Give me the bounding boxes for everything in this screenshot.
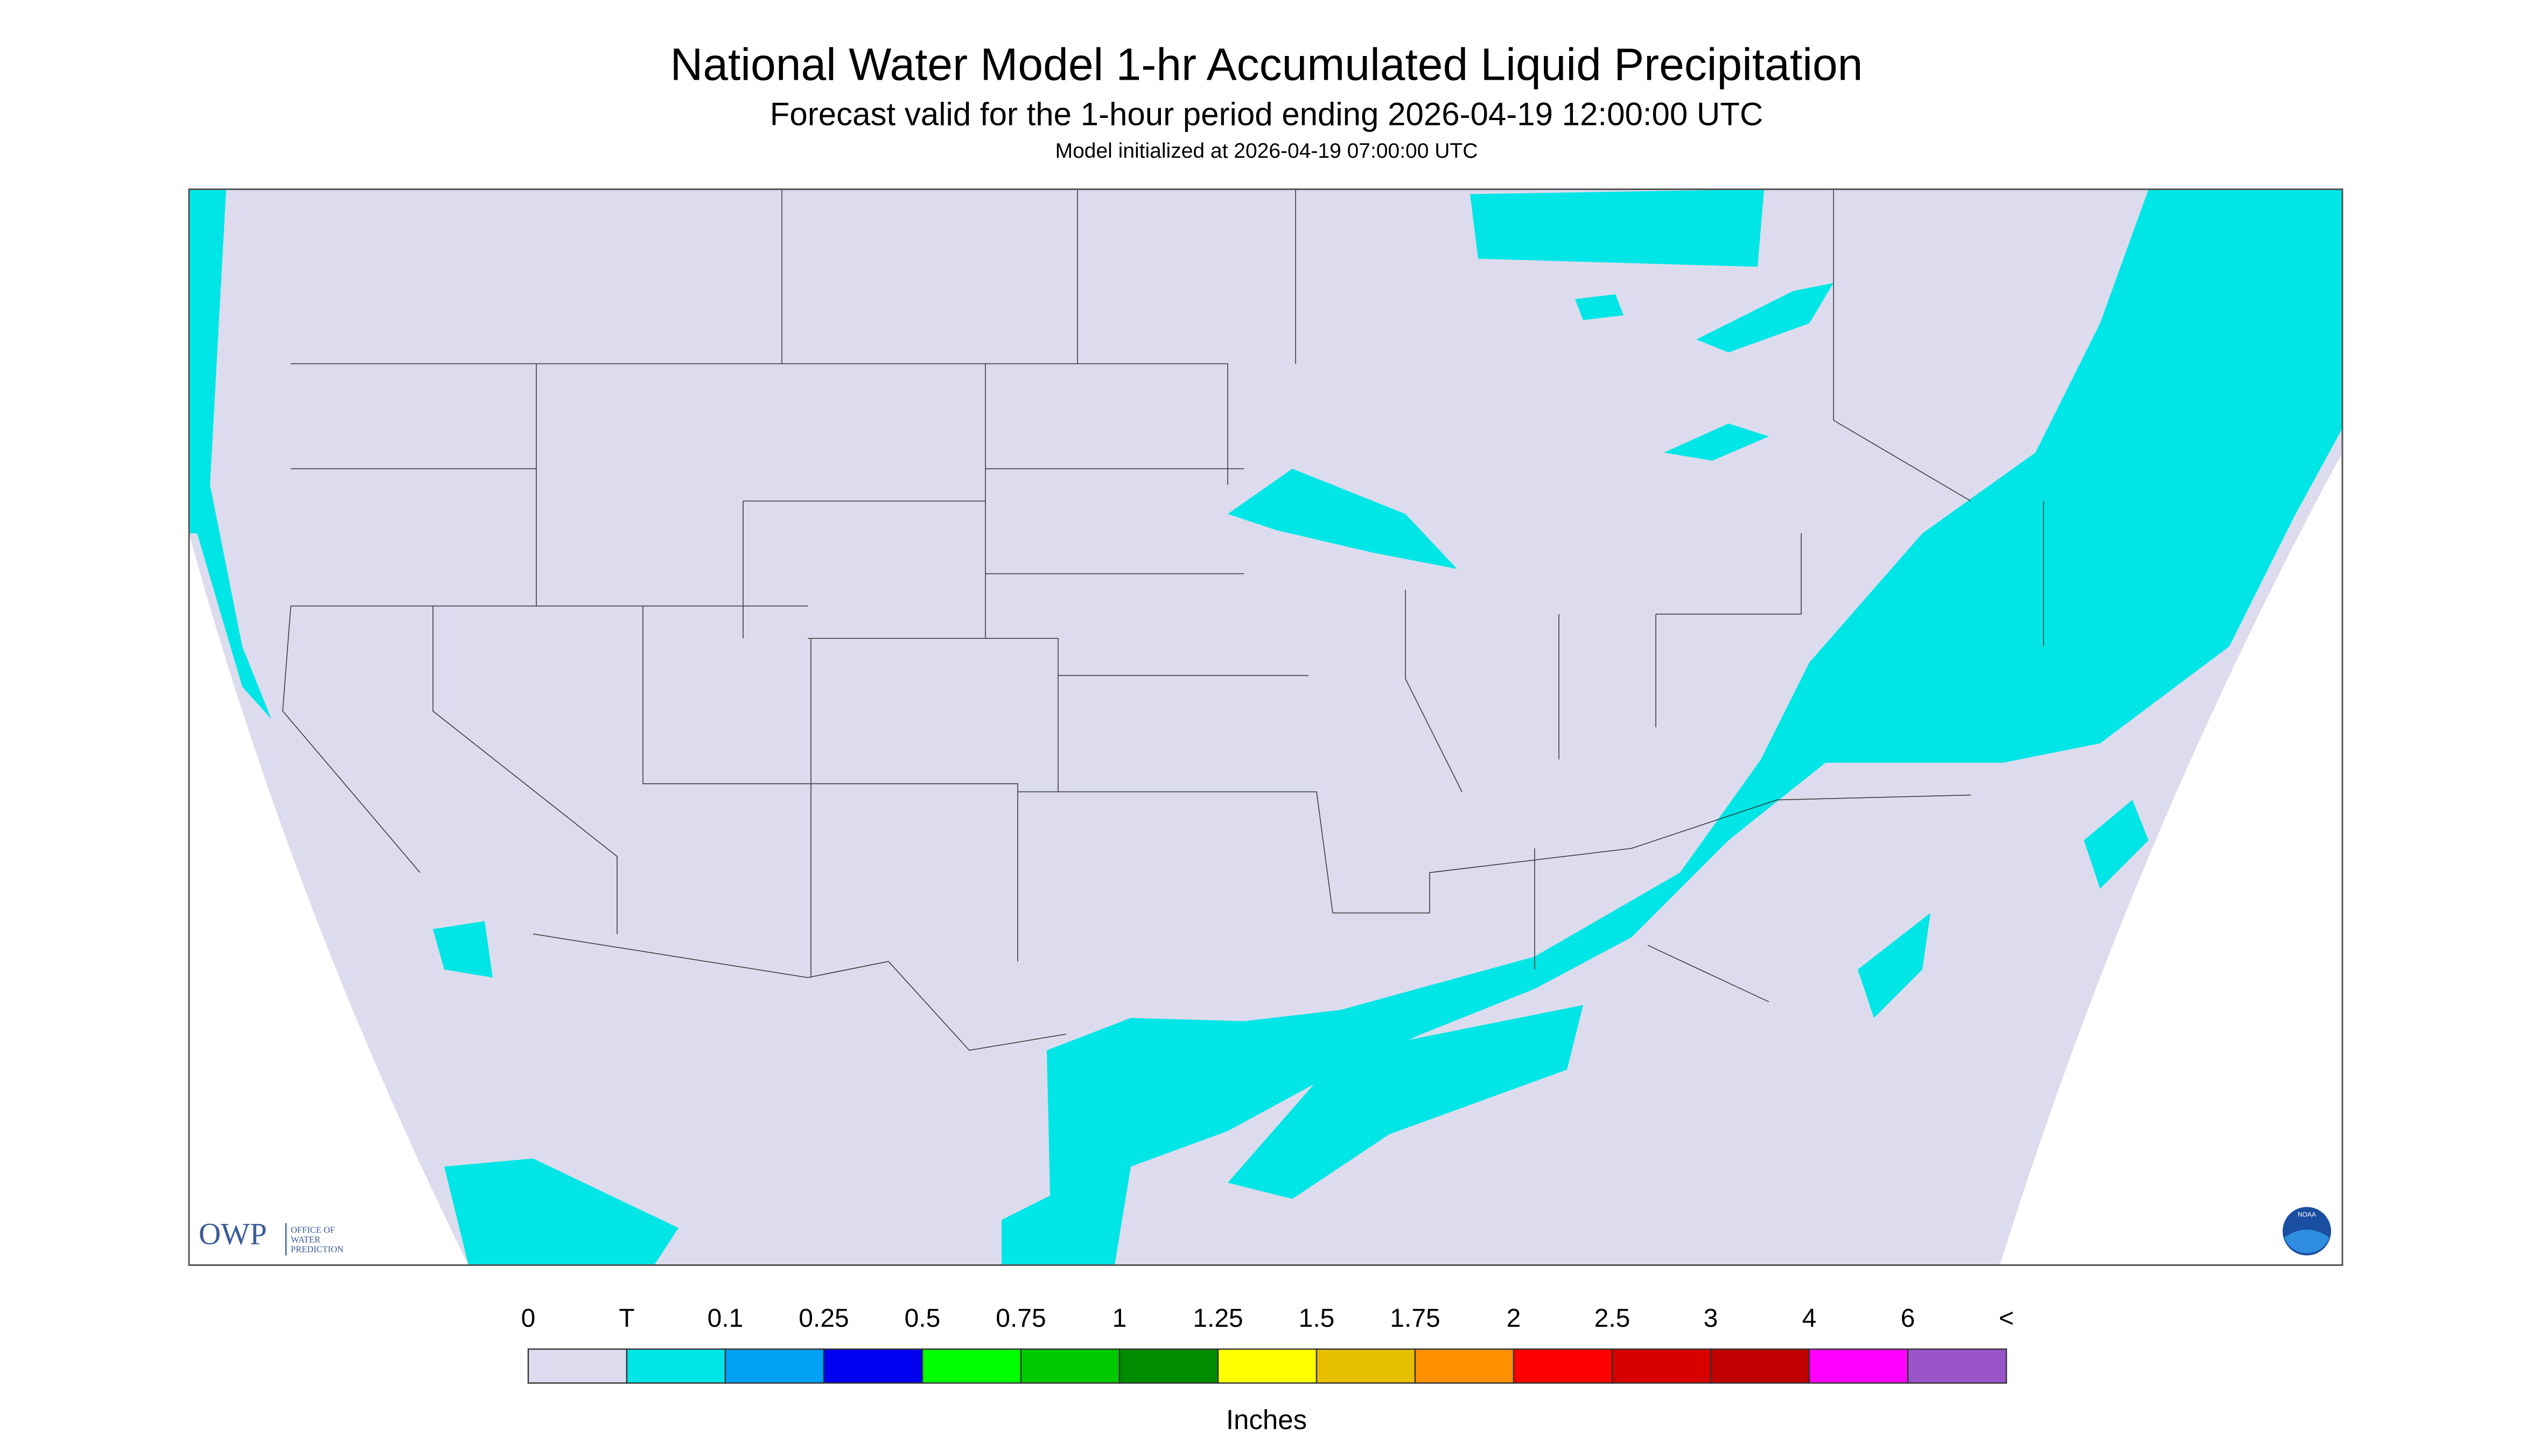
projection-mask-right bbox=[2000, 452, 2342, 1265]
legend-swatch bbox=[1316, 1348, 1416, 1384]
legend-label: 1.75 bbox=[1390, 1304, 1440, 1333]
logo-line: PREDICTION bbox=[291, 1244, 344, 1255]
legend-label: 4 bbox=[1802, 1304, 1817, 1333]
legend: 0 T 0.1 0.25 0.5 0.75 1 1.25 1.5 1.75 2 2.5 3 4 6 < bbox=[521, 1304, 2014, 1384]
logo-line: WATER bbox=[291, 1235, 320, 1245]
map-frame bbox=[188, 188, 2343, 1266]
legend-label: 0.75 bbox=[996, 1304, 1046, 1333]
legend-label: 0.1 bbox=[708, 1304, 744, 1333]
legend-label: 1.25 bbox=[1193, 1304, 1243, 1333]
legend-label: < bbox=[1999, 1304, 2014, 1333]
projection-mask-left bbox=[189, 533, 468, 1265]
legend-swatch bbox=[527, 1348, 628, 1384]
precip-areas bbox=[189, 189, 2342, 1265]
legend-swatch bbox=[1020, 1348, 1121, 1384]
legend-swatch bbox=[1217, 1348, 1318, 1384]
legend-swatch bbox=[823, 1348, 923, 1384]
legend-label: T bbox=[619, 1304, 634, 1333]
legend-swatch bbox=[1513, 1348, 1613, 1384]
noaa-wave bbox=[2284, 1229, 2329, 1254]
legend-label: 0 bbox=[521, 1304, 536, 1333]
legend-label: 6 bbox=[1901, 1304, 1915, 1333]
legend-label: 0.5 bbox=[905, 1304, 941, 1333]
noaa-text: NOAA bbox=[2298, 1211, 2316, 1219]
legend-swatch bbox=[1808, 1348, 1909, 1384]
legend-swatch bbox=[1611, 1348, 1712, 1384]
logo-text: OWP bbox=[199, 1217, 267, 1251]
map: OWP OFFICE OF WATER PREDICTION NOAA bbox=[188, 188, 2343, 1266]
subtitle: Forecast valid for the 1-hour period end… bbox=[770, 96, 1763, 132]
legend-swatch bbox=[724, 1348, 825, 1384]
legend-unit: Inches bbox=[1226, 1404, 1307, 1435]
legend-swatch bbox=[1118, 1348, 1219, 1384]
legend-label: 3 bbox=[1704, 1304, 1718, 1333]
legend-label: 0.25 bbox=[799, 1304, 849, 1333]
legend-swatch bbox=[1907, 1348, 2007, 1384]
legend-label: 2 bbox=[1507, 1304, 1521, 1333]
legend-swatch bbox=[1414, 1348, 1515, 1384]
logo-line: OFFICE OF bbox=[291, 1225, 335, 1235]
legend-label: 1.5 bbox=[1299, 1304, 1335, 1333]
legend-swatch bbox=[921, 1348, 1022, 1384]
title: National Water Model 1-hr Accumulated Li… bbox=[670, 39, 1863, 90]
init-note: Model initialized at 2026-04-19 07:00:00… bbox=[1055, 139, 1478, 163]
legend-swatch bbox=[626, 1348, 726, 1384]
boundaries bbox=[282, 189, 2044, 1051]
legend-label: 2.5 bbox=[1594, 1304, 1631, 1333]
legend-swatch bbox=[1710, 1348, 1810, 1384]
legend-label: 1 bbox=[1112, 1304, 1127, 1333]
